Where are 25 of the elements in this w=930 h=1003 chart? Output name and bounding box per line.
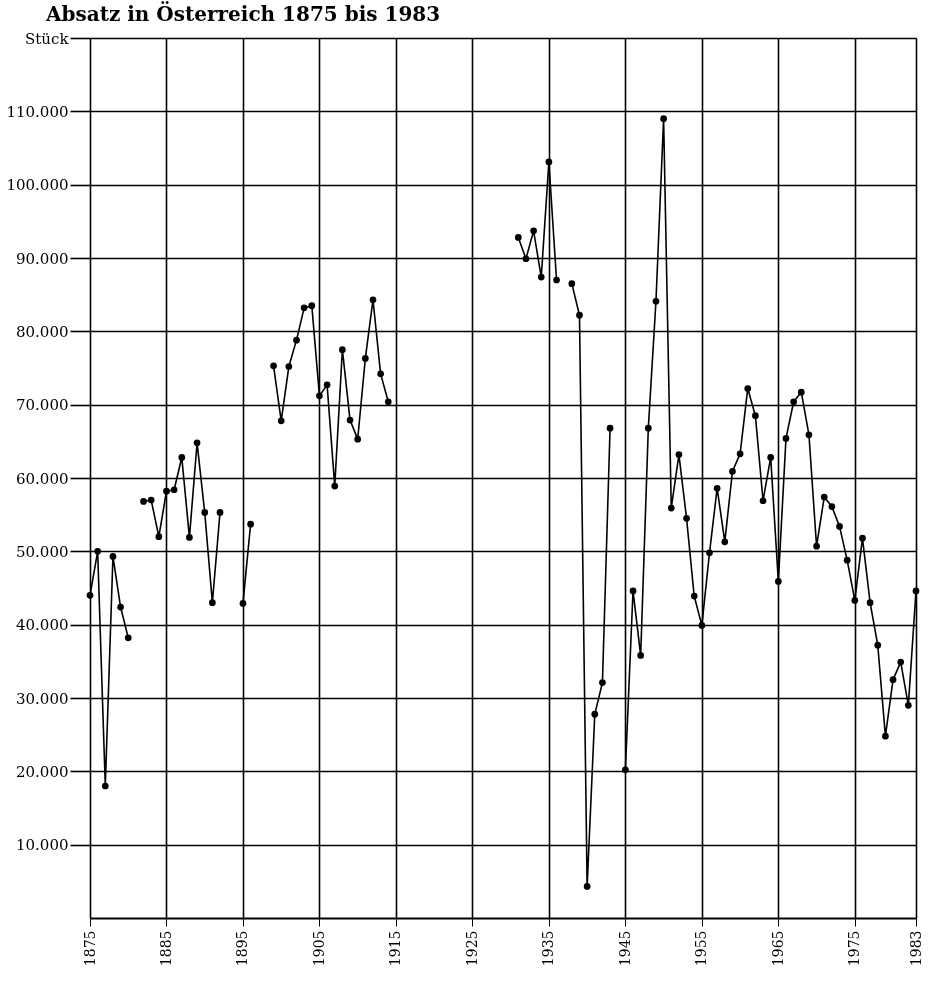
x-tick-label: 1925 — [463, 930, 480, 967]
y-tick-label: 60.000 — [16, 469, 69, 488]
x-tick-label: 1885 — [157, 930, 174, 967]
x-tick-label: 1935 — [540, 930, 557, 967]
y-tick-label: 20.000 — [16, 762, 69, 781]
y-tick-label: 30.000 — [16, 689, 69, 708]
y-tick-label: Stück — [25, 29, 70, 48]
x-tick-label: 1875 — [81, 930, 98, 967]
x-tick-label: 1895 — [234, 930, 251, 967]
x-tick-label: 1983 — [907, 930, 924, 967]
x-tick-label: 1915 — [387, 930, 404, 967]
x-tick-label: 1945 — [616, 930, 633, 967]
x-tick-label: 1905 — [310, 930, 327, 967]
y-tick-label: 110.000 — [6, 102, 69, 121]
y-tick-label: 10.000 — [16, 836, 69, 855]
y-tick-label: 40.000 — [16, 616, 69, 635]
y-tick-label: 90.000 — [16, 249, 69, 268]
chart-title: Absatz in Österreich 1875 bis 1983 — [44, 1, 441, 26]
y-tick-label: 100.000 — [6, 176, 69, 195]
x-tick-label: 1955 — [693, 930, 710, 967]
x-tick-label: 1965 — [769, 930, 786, 967]
y-tick-label: 50.000 — [16, 542, 69, 561]
y-tick-label: 80.000 — [16, 322, 69, 341]
x-tick-label: 1975 — [846, 930, 863, 967]
y-tick-label: 70.000 — [16, 396, 69, 415]
